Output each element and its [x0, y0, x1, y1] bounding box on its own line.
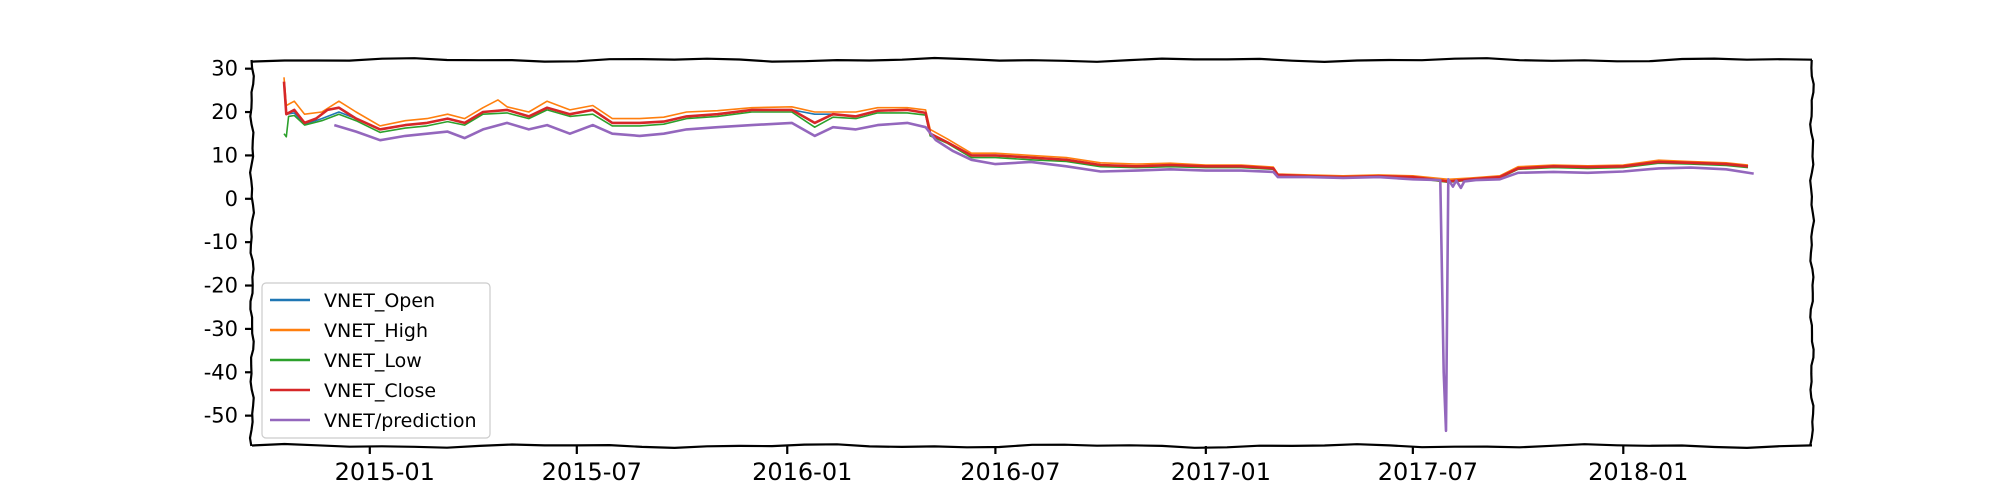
y-axis: 30 20 10 0 -10 -20 -30 -40 -50 — [204, 57, 252, 428]
y-tick-label: -30 — [204, 317, 238, 341]
x-tick-label: 2015-01 — [335, 458, 435, 486]
series-line-vnet-prediction — [333, 121, 1754, 433]
legend: VNET_Open VNET_High VNET_Low VNET_Close VNET… — [261, 282, 491, 439]
series-line-vnet-high — [283, 77, 1749, 181]
legend-box — [261, 282, 491, 439]
legend-label-vnet-open: VNET_Open — [324, 290, 435, 312]
x-tick-label: 2016-07 — [960, 458, 1060, 486]
series-layer — [282, 77, 1754, 433]
x-tick-label: 2016-01 — [752, 458, 852, 486]
x-axis: 2015-01 2015-07 2016-01 2016-07 2017-01 2017-… — [335, 446, 1688, 486]
series-line-vnet-close — [282, 81, 1749, 183]
legend-label-vnet-close: VNET_Close — [324, 380, 436, 402]
y-tick-label: -20 — [204, 274, 238, 298]
legend-label-vnet-high: VNET_High — [324, 320, 428, 342]
y-tick-label: 0 — [225, 187, 238, 211]
plot-frame — [248, 56, 1816, 450]
legend-label-vnet-prediction: VNET/prediction — [324, 410, 477, 432]
x-tick-label: 2017-01 — [1171, 458, 1271, 486]
x-tick-label: 2017-07 — [1378, 458, 1478, 486]
x-tick-label: 2018-01 — [1588, 458, 1688, 486]
legend-label-vnet-low: VNET_Low — [324, 350, 422, 372]
y-tick-label: 20 — [211, 100, 238, 124]
x-tick-label: 2015-07 — [542, 458, 642, 486]
y-tick-label: 10 — [211, 143, 238, 167]
y-tick-label: -40 — [204, 360, 238, 384]
y-tick-label: -10 — [204, 230, 238, 254]
y-tick-label: -50 — [204, 404, 238, 428]
y-tick-label: 30 — [211, 57, 238, 81]
